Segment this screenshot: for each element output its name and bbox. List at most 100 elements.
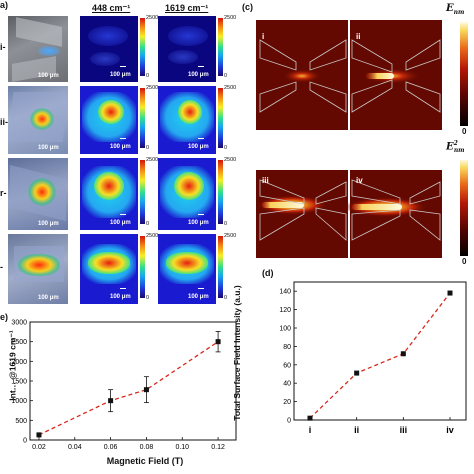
x-tick-label: iii xyxy=(400,425,408,435)
scale-label: 100 μm xyxy=(38,295,59,301)
colorbar-min-label: 0 xyxy=(224,73,228,79)
raman-map-1619-row-1: 100 μm xyxy=(158,16,216,82)
y-tick-label: 120 xyxy=(279,307,291,314)
scale-label: 100 μm xyxy=(38,73,59,79)
colorbar-max-label: 2500 xyxy=(224,85,237,91)
y-tick-label: 60 xyxy=(283,362,291,369)
colorbar-max-label: 2500 xyxy=(224,15,237,21)
y-tick-label: 100 xyxy=(279,326,291,333)
series-line xyxy=(309,292,451,419)
data-point xyxy=(354,370,360,376)
data-point xyxy=(143,387,149,393)
colorbar-448-row-3 xyxy=(140,160,145,224)
plot-frame xyxy=(293,281,467,421)
scale-label: 100 μm xyxy=(188,220,209,226)
colorbar-min-label: 0 xyxy=(146,73,150,79)
panel-a-label: a) xyxy=(0,0,9,10)
colorbar-448-row-2 xyxy=(140,88,145,148)
x-tick-label: ii xyxy=(354,425,359,435)
series-line xyxy=(38,341,219,436)
data-point xyxy=(215,339,221,345)
data-point xyxy=(447,290,453,296)
chart-d-ylabel: Total Surface Field Intensity (a.u.) xyxy=(232,285,242,421)
row-label-1: i- xyxy=(0,42,6,52)
colorbar-1619-row-4 xyxy=(218,236,223,298)
scale-label: 100 μm xyxy=(110,220,131,226)
scale-label: 100 μm xyxy=(38,145,59,151)
y-tick-label: 40 xyxy=(283,381,291,388)
chart-e-ylabel: Int… @1619 cm⁻¹ xyxy=(7,330,18,401)
colorbar-min-label: 0 xyxy=(146,145,150,151)
y-tick-label: 0 xyxy=(23,438,27,445)
data-point xyxy=(36,432,42,438)
x-tick-label: 0.12 xyxy=(211,444,225,451)
data-point xyxy=(108,398,114,404)
colorbar-1619-row-2 xyxy=(218,88,223,148)
subpanel-label-ii: ii xyxy=(356,32,361,41)
colorbar-1619-row-3 xyxy=(218,160,223,224)
scale-label: 100 μm xyxy=(110,144,131,150)
colorbar-min-label: 0 xyxy=(146,221,150,227)
data-point xyxy=(400,351,406,357)
colorbar-max-label: 2500 xyxy=(146,15,159,21)
field-colorbar-2-title: E2nm xyxy=(446,140,465,155)
raman-map-1619-row-2: 100 μm xyxy=(158,86,216,154)
column-header-448: 448 cm⁻¹ xyxy=(92,3,131,13)
raman-map-1619-row-4: 100 μm xyxy=(158,234,216,304)
colorbar-max-label: 2500 xyxy=(146,85,159,91)
optical-image-row-2: 100 μm xyxy=(8,86,68,154)
optical-image-row-3: 100 μm xyxy=(8,158,68,230)
scale-label: 100 μm xyxy=(188,72,209,78)
scale-label: 100 μm xyxy=(188,294,209,300)
x-tick-label: 0.02 xyxy=(32,444,46,451)
colorbar-max-label: 2500 xyxy=(146,157,159,163)
scale-label: 100 μm xyxy=(188,144,209,150)
colorbar-448-row-1 xyxy=(140,18,145,76)
chart-e-xlabel: Magnetic Field (T) xyxy=(106,456,184,466)
raman-map-448-row-1: 100 μm xyxy=(80,16,138,82)
y-tick-label: 20 xyxy=(283,399,291,406)
raman-map-448-row-4: 100 μm xyxy=(80,234,138,304)
field-colorbar-1-min: 0 xyxy=(462,127,467,136)
panel-e-label: e) xyxy=(0,312,9,322)
field-colorbar-2-min: 0 xyxy=(462,257,467,266)
scale-label: 100 μm xyxy=(38,221,59,227)
x-tick-label: 0.08 xyxy=(140,444,154,451)
subpanel-label-iii: iii xyxy=(262,176,269,185)
data-point xyxy=(307,415,313,421)
x-tick-label: i xyxy=(309,425,312,435)
colorbar-min-label: 0 xyxy=(224,145,228,151)
colorbar-448-row-4 xyxy=(140,236,145,298)
y-tick-label: 80 xyxy=(283,344,291,351)
colorbar-min-label: 0 xyxy=(224,221,228,227)
colorbar-1619-row-1 xyxy=(218,18,223,76)
x-tick-label: 0.04 xyxy=(68,444,82,451)
x-tick-label: 0.10 xyxy=(175,444,189,451)
y-tick-label: 140 xyxy=(279,289,291,296)
column-header-1619: 1619 cm⁻¹ xyxy=(165,3,209,13)
field-colorbar-2 xyxy=(460,160,468,256)
scale-label: 100 μm xyxy=(110,72,131,78)
field-map-i xyxy=(256,20,348,130)
plot-frame xyxy=(29,321,237,441)
optical-image-row-4: 100 μm xyxy=(8,234,68,304)
colorbar-max-label: 2500 xyxy=(146,233,159,239)
x-tick-label: 0.06 xyxy=(104,444,118,451)
panel-c-label: (c) xyxy=(242,2,253,12)
y-tick-label: 0 xyxy=(287,418,291,425)
x-tick-label: iv xyxy=(446,425,454,435)
colorbar-min-label: 0 xyxy=(224,295,228,301)
subpanel-label-iv: iv xyxy=(356,176,363,185)
colorbar-max-label: 2500 xyxy=(224,233,237,239)
field-map-iii xyxy=(256,170,348,258)
panel-d-label: (d) xyxy=(262,268,274,278)
row-label-4: - xyxy=(0,262,3,272)
colorbar-min-label: 0 xyxy=(146,295,150,301)
raman-map-1619-row-3: 100 μm xyxy=(158,158,216,230)
scale-label: 100 μm xyxy=(110,294,131,300)
field-map-ii xyxy=(350,20,442,130)
colorbar-max-label: 2500 xyxy=(224,157,237,163)
row-label-2: ii- xyxy=(0,117,8,127)
field-colorbar-1-title: Enm xyxy=(446,3,465,16)
row-label-3: r- xyxy=(0,188,7,198)
